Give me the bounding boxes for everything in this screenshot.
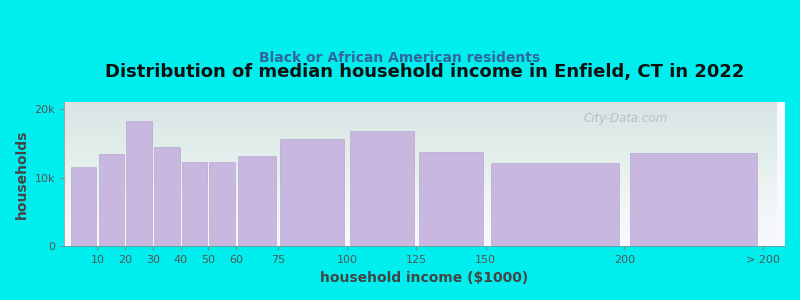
Bar [210, 162, 235, 246]
Bar [350, 131, 414, 246]
Title: Distribution of median household income in Enfield, CT in 2022: Distribution of median household income … [105, 63, 744, 81]
Bar [182, 162, 207, 246]
Bar [419, 152, 483, 246]
X-axis label: household income ($1000): household income ($1000) [321, 271, 529, 285]
Bar [281, 139, 344, 246]
Bar [630, 153, 758, 246]
Y-axis label: households: households [15, 130, 29, 219]
Bar [71, 167, 96, 246]
Bar [154, 147, 179, 246]
Text: City-Data.com: City-Data.com [583, 112, 667, 125]
Bar [98, 154, 124, 246]
Bar [491, 163, 618, 246]
Bar [126, 121, 152, 246]
Text: Black or African American residents: Black or African American residents [259, 51, 541, 65]
Bar [238, 156, 276, 246]
